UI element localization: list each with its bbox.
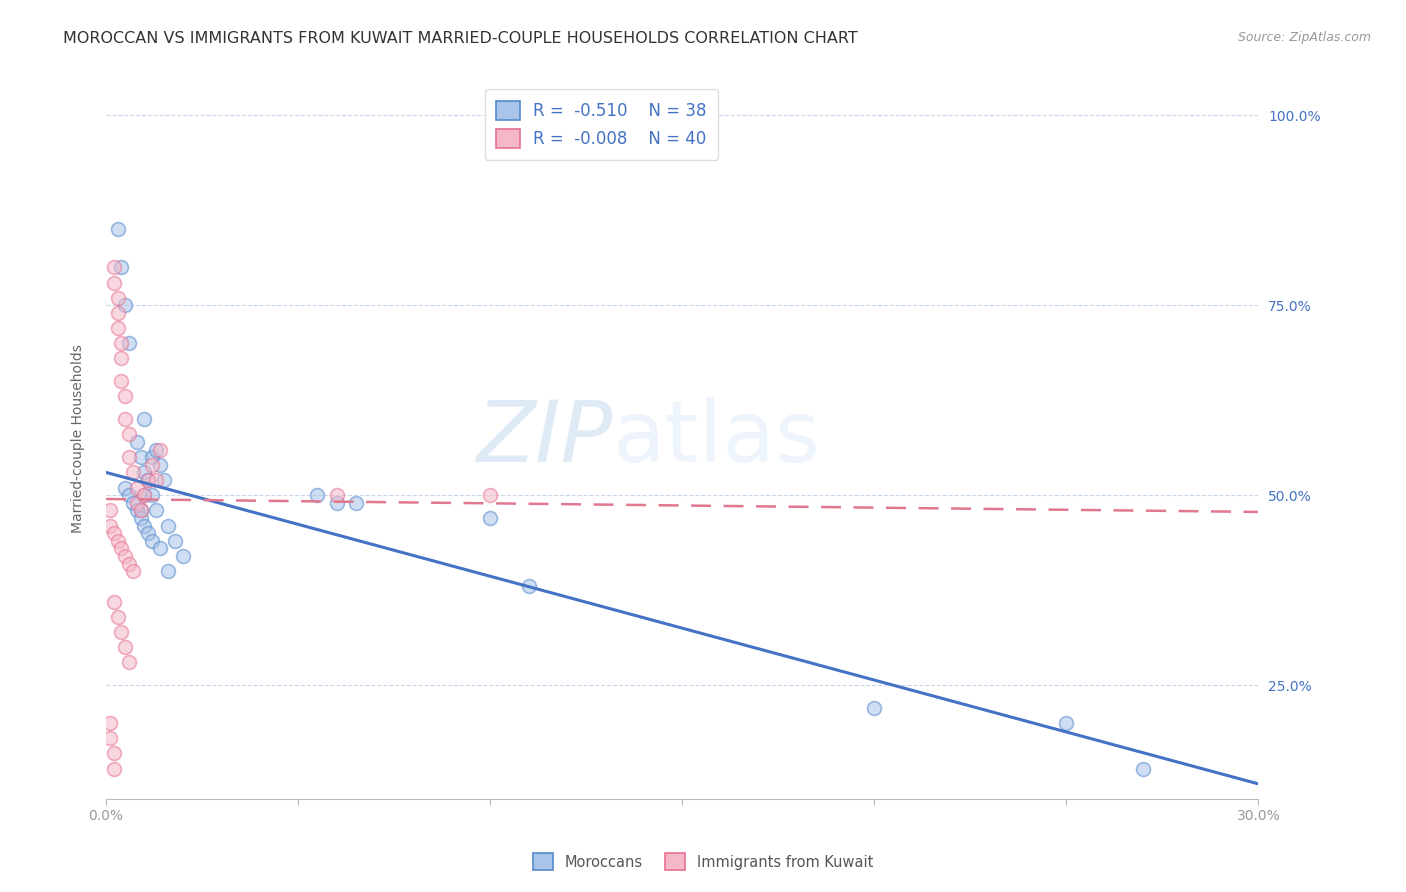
Point	[114, 549, 136, 563]
Point	[114, 481, 136, 495]
Point	[98, 518, 121, 533]
Point	[110, 624, 132, 639]
Point	[110, 260, 132, 275]
Point	[156, 564, 179, 578]
Point	[134, 518, 156, 533]
Point	[145, 442, 167, 457]
Point	[107, 321, 129, 335]
Point	[344, 496, 367, 510]
Point	[136, 473, 159, 487]
Point	[110, 374, 132, 388]
Point	[103, 594, 125, 608]
Point	[165, 533, 187, 548]
Text: atlas: atlas	[613, 397, 821, 480]
Point	[122, 496, 145, 510]
Point	[110, 336, 132, 351]
Point	[114, 298, 136, 312]
Point	[103, 276, 125, 290]
Point	[145, 503, 167, 517]
Point	[141, 533, 163, 548]
Point	[129, 511, 152, 525]
Point	[141, 450, 163, 465]
Point	[325, 496, 347, 510]
Point	[129, 503, 152, 517]
Point	[172, 549, 194, 563]
Point	[863, 701, 886, 715]
Point	[118, 450, 141, 465]
Point	[152, 473, 174, 487]
Point	[307, 488, 329, 502]
Point	[114, 412, 136, 426]
Point	[125, 435, 148, 450]
Text: ZIP: ZIP	[477, 397, 613, 480]
Point	[141, 488, 163, 502]
Point	[107, 291, 129, 305]
Point	[125, 503, 148, 517]
Point	[136, 473, 159, 487]
Point	[122, 466, 145, 480]
Point	[1132, 762, 1154, 776]
Point	[122, 564, 145, 578]
Point	[107, 306, 129, 320]
Point	[479, 488, 502, 502]
Point	[114, 389, 136, 403]
Point	[118, 557, 141, 571]
Point	[325, 488, 347, 502]
Point	[125, 481, 148, 495]
Point	[103, 762, 125, 776]
Point	[149, 442, 172, 457]
Point	[134, 488, 156, 502]
Point	[1054, 716, 1077, 731]
Point	[136, 526, 159, 541]
Legend: R =  -0.510    N = 38, R =  -0.008    N = 40: R = -0.510 N = 38, R = -0.008 N = 40	[485, 89, 718, 160]
Point	[129, 450, 152, 465]
Point	[125, 496, 148, 510]
Point	[118, 656, 141, 670]
Point	[134, 412, 156, 426]
Point	[149, 458, 172, 472]
Point	[517, 579, 540, 593]
Legend: Moroccans, Immigrants from Kuwait: Moroccans, Immigrants from Kuwait	[526, 847, 880, 878]
Point	[141, 458, 163, 472]
Point	[479, 511, 502, 525]
Point	[145, 473, 167, 487]
Point	[118, 336, 141, 351]
Point	[110, 541, 132, 556]
Point	[98, 716, 121, 731]
Point	[110, 351, 132, 366]
Point	[107, 609, 129, 624]
Point	[129, 503, 152, 517]
Point	[107, 533, 129, 548]
Point	[107, 222, 129, 236]
Text: MOROCCAN VS IMMIGRANTS FROM KUWAIT MARRIED-COUPLE HOUSEHOLDS CORRELATION CHART: MOROCCAN VS IMMIGRANTS FROM KUWAIT MARRI…	[63, 31, 858, 46]
Text: Source: ZipAtlas.com: Source: ZipAtlas.com	[1237, 31, 1371, 45]
Point	[103, 260, 125, 275]
Point	[149, 541, 172, 556]
Point	[103, 747, 125, 761]
Point	[134, 466, 156, 480]
Point	[134, 488, 156, 502]
Point	[98, 503, 121, 517]
Point	[118, 427, 141, 442]
Point	[156, 518, 179, 533]
Point	[114, 640, 136, 654]
Point	[103, 526, 125, 541]
Point	[98, 731, 121, 746]
Y-axis label: Married-couple Households: Married-couple Households	[72, 343, 86, 533]
Point	[118, 488, 141, 502]
